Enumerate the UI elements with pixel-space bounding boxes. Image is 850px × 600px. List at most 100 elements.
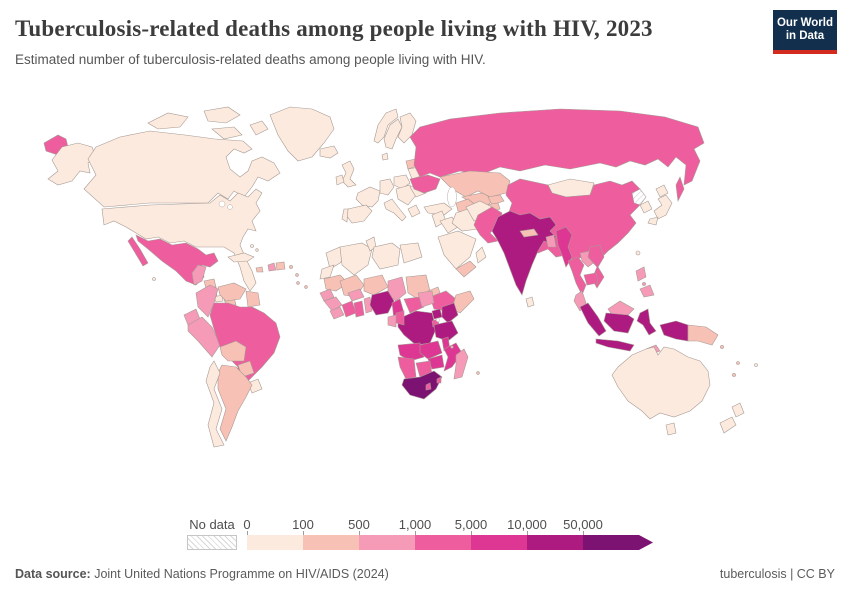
country-norway[interactable]	[373, 108, 399, 144]
country-cambodia[interactable]	[583, 272, 599, 286]
country-puerto-rico[interactable]	[289, 265, 293, 269]
legend-bin-5,000-10,000[interactable]	[471, 535, 527, 550]
country-japan-hokkaido[interactable]	[655, 184, 669, 198]
country-usa[interactable]	[101, 188, 263, 292]
country-burkina-faso[interactable]	[347, 288, 365, 302]
country-thailand[interactable]	[567, 256, 587, 296]
country-kenya[interactable]	[441, 302, 459, 324]
country-pakistan[interactable]	[473, 206, 503, 244]
country-bahamas-2[interactable]	[255, 248, 259, 252]
country-alaska-usa[interactable]	[47, 142, 97, 186]
country-uk[interactable]	[341, 160, 357, 188]
country-philippines-visayas[interactable]	[642, 282, 646, 286]
country-zambia[interactable]	[419, 340, 443, 360]
country-bolivia[interactable]	[219, 340, 247, 362]
country-new-zealand-north[interactable]	[731, 402, 745, 418]
country-bangladesh[interactable]	[545, 234, 557, 248]
country-congo[interactable]	[395, 310, 405, 326]
legend-no-data-swatch[interactable]	[187, 535, 237, 550]
country-mozambique[interactable]	[443, 342, 463, 372]
country-galapagos[interactable]	[152, 277, 156, 281]
country-indonesia-sulawesi[interactable]	[636, 308, 657, 336]
legend-bin-1,000-5,000[interactable]	[415, 535, 471, 550]
country-japan-kyushu[interactable]	[647, 216, 659, 226]
country-australia[interactable]	[611, 346, 711, 420]
country-canada-arctic-3[interactable]	[211, 126, 243, 140]
country-philippines-luzon[interactable]	[635, 266, 647, 282]
owid-logo[interactable]: Our World in Data	[773, 10, 837, 50]
country-mexico-baja[interactable]	[127, 236, 149, 267]
country-cuba[interactable]	[227, 252, 255, 263]
country-niger[interactable]	[363, 274, 389, 296]
country-lesotho[interactable]	[425, 382, 432, 391]
country-indonesia-papua[interactable]	[659, 320, 689, 342]
country-japan-honshu[interactable]	[653, 194, 673, 220]
country-peru[interactable]	[187, 316, 221, 358]
country-libya[interactable]	[371, 242, 401, 270]
country-vanuatu[interactable]	[736, 361, 740, 365]
country-malaysia-borneo[interactable]	[607, 300, 635, 316]
country-fiji[interactable]	[754, 363, 758, 367]
country-philippines-mindanao[interactable]	[639, 284, 655, 298]
country-south-africa[interactable]	[401, 370, 443, 400]
country-bahamas[interactable]	[250, 244, 254, 248]
country-russia-sakhalin[interactable]	[675, 176, 685, 203]
country-central-europe[interactable]	[395, 184, 417, 206]
country-western-sahara[interactable]	[319, 264, 335, 280]
country-gabon[interactable]	[387, 314, 397, 328]
country-namibia[interactable]	[397, 356, 417, 380]
country-senegal[interactable]	[319, 288, 335, 302]
country-new-caledonia[interactable]	[732, 373, 736, 377]
country-jamaica[interactable]	[255, 266, 264, 273]
country-vietnam[interactable]	[587, 244, 605, 289]
country-lesser-antilles[interactable]	[295, 273, 299, 277]
country-uruguay[interactable]	[247, 378, 263, 394]
country-costa-rica[interactable]	[213, 294, 224, 303]
country-sierra-leone-liberia[interactable]	[329, 306, 345, 320]
country-guyana-suriname[interactable]	[245, 290, 261, 308]
country-papua-new-guinea[interactable]	[687, 324, 719, 346]
legend-bin-100-500[interactable]	[303, 535, 359, 550]
legend-bin-0-100[interactable]	[247, 535, 303, 550]
country-lesser-antilles-2[interactable]	[296, 281, 300, 285]
country-canada[interactable]	[83, 130, 281, 208]
country-south-korea[interactable]	[639, 200, 653, 214]
country-greece[interactable]	[407, 204, 421, 218]
country-egypt[interactable]	[399, 242, 423, 264]
legend-bin-50,000+[interactable]	[583, 535, 653, 550]
country-new-zealand-south[interactable]	[719, 416, 737, 434]
country-central-african-republic[interactable]	[403, 296, 425, 314]
country-togo-benin[interactable]	[363, 296, 373, 314]
country-saudi-arabia[interactable]	[437, 230, 477, 270]
country-brazil[interactable]	[209, 302, 281, 390]
country-indonesia-java[interactable]	[595, 338, 635, 352]
country-indonesia-kalimantan[interactable]	[603, 312, 635, 334]
country-iceland[interactable]	[319, 145, 339, 159]
country-argentina[interactable]	[217, 364, 253, 442]
country-canada-arctic-1[interactable]	[147, 112, 189, 130]
country-north-korea[interactable]	[631, 188, 647, 206]
country-algeria[interactable]	[339, 242, 373, 276]
country-solomon-islands[interactable]	[720, 345, 724, 349]
country-denmark[interactable]	[381, 152, 389, 161]
country-kazakhstan[interactable]	[439, 170, 511, 198]
country-sweden[interactable]	[383, 118, 403, 150]
country-italy[interactable]	[383, 198, 407, 222]
country-uganda[interactable]	[431, 308, 443, 320]
country-guatemala[interactable]	[191, 264, 207, 286]
country-canada-arctic-4[interactable]	[249, 120, 269, 136]
country-angola[interactable]	[397, 342, 425, 362]
country-nigeria[interactable]	[369, 290, 395, 316]
country-germany[interactable]	[379, 178, 395, 196]
country-russia[interactable]	[409, 108, 705, 186]
country-chile[interactable]	[205, 360, 225, 448]
country-yemen[interactable]	[455, 260, 477, 278]
country-ireland[interactable]	[335, 174, 345, 186]
license-text[interactable]: tuberculosis | CC BY	[719, 567, 835, 581]
country-south-sudan[interactable]	[417, 290, 435, 308]
country-greenland[interactable]	[269, 106, 335, 162]
legend-bin-500-1,000[interactable]	[359, 535, 415, 550]
country-ghana[interactable]	[353, 300, 365, 318]
country-venezuela[interactable]	[217, 282, 247, 302]
country-nepal[interactable]	[519, 228, 539, 238]
